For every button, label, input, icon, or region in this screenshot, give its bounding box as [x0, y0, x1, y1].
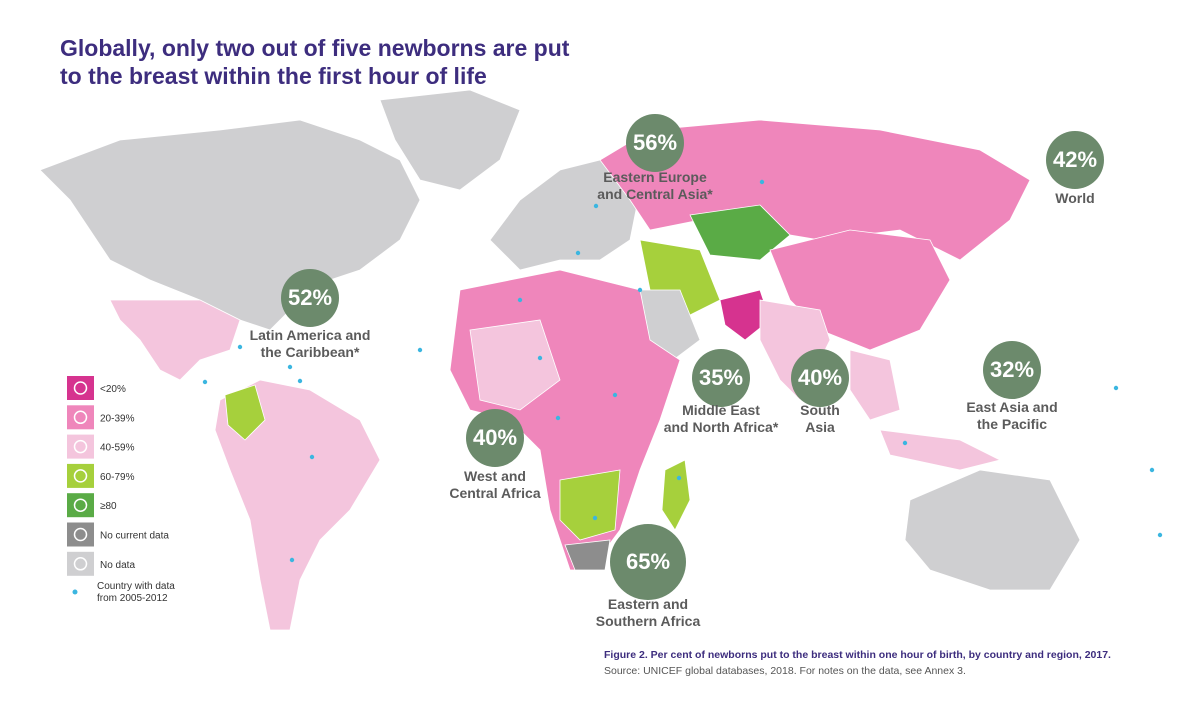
legend-swatch	[67, 405, 94, 430]
region-name: South	[800, 402, 840, 418]
source: Source: UNICEF global databases, 2018. F…	[604, 665, 966, 677]
legend-label: from 2005-2012	[97, 593, 168, 604]
region-percent: 32%	[990, 357, 1034, 382]
legend-swatch	[67, 522, 94, 547]
region-name: the Pacific	[977, 416, 1047, 432]
region-name: Middle East	[682, 402, 760, 418]
legend-label: 20-39%	[100, 413, 135, 424]
data-dot	[676, 475, 682, 481]
legend-label: <20%	[100, 384, 126, 395]
region-name: the Caribbean*	[261, 344, 360, 360]
data-dot	[759, 179, 765, 185]
region-bubble	[466, 409, 524, 467]
data-dot	[537, 355, 543, 361]
data-dot	[1113, 385, 1119, 391]
region-name: Eastern Europe	[603, 169, 707, 185]
region-name: Eastern and	[608, 596, 688, 612]
title-line: to the breast within the first hour of l…	[60, 63, 487, 89]
region-percent: 56%	[633, 130, 677, 155]
region-name: West and	[464, 468, 526, 484]
region-bubble	[626, 114, 684, 172]
legend-label: No data	[100, 560, 135, 571]
data-dot	[417, 347, 423, 353]
legend-swatch	[67, 463, 94, 488]
region-bubble	[983, 341, 1041, 399]
data-dot	[555, 415, 561, 421]
caption: Figure 2. Per cent of newborns put to th…	[604, 649, 1111, 661]
data-dot	[287, 364, 293, 370]
legend-icon	[73, 410, 88, 425]
data-dot	[575, 250, 581, 256]
data-dot	[202, 379, 208, 385]
data-dot	[1157, 532, 1163, 538]
region-name: Southern Africa	[596, 613, 701, 629]
region-bubble	[791, 349, 849, 407]
legend-label: 40-59%	[100, 443, 135, 454]
data-dot	[237, 344, 243, 350]
region-name: Latin America and	[250, 327, 371, 343]
legend-icon	[73, 527, 88, 542]
data-dot	[1149, 467, 1155, 473]
region-bubble	[1046, 131, 1104, 189]
region-bubble	[692, 349, 750, 407]
region-percent: 35%	[699, 365, 743, 390]
legend-swatch	[67, 376, 94, 400]
data-dot	[592, 515, 598, 521]
region-name: and North Africa*	[664, 419, 779, 435]
legend-label: 60-79%	[100, 472, 135, 483]
region-name: Central Africa	[449, 485, 541, 501]
legend-swatch	[67, 434, 94, 459]
region-bubble	[281, 269, 339, 327]
legend-label: ≥80	[100, 501, 117, 512]
region-percent: 40%	[473, 425, 517, 450]
legend-dot	[72, 589, 78, 595]
world-map	[39, 89, 1081, 631]
legend-icon	[73, 439, 88, 454]
region-percent: 52%	[288, 285, 332, 310]
data-dot	[297, 378, 303, 384]
legend-swatch	[67, 551, 94, 576]
data-dot	[612, 392, 618, 398]
legend-label: Country with data	[97, 581, 175, 592]
region-bubble	[610, 524, 686, 600]
region-name: and Central Asia*	[597, 186, 713, 202]
legend-icon	[73, 381, 88, 395]
data-dot	[517, 297, 523, 303]
legend-icon	[73, 498, 88, 512]
legend-label: No current data	[100, 531, 169, 542]
region-name: Asia	[805, 419, 835, 435]
legend-swatch	[67, 493, 94, 518]
region-percent: 42%	[1053, 147, 1097, 172]
data-dot	[289, 557, 295, 563]
legend-icon	[73, 469, 88, 483]
data-dot	[637, 287, 643, 293]
data-dot	[593, 203, 599, 209]
region-percent: 40%	[798, 365, 842, 390]
title-line: Globally, only two out of five newborns …	[60, 35, 570, 61]
data-dot	[902, 440, 908, 446]
data-dot	[309, 454, 315, 460]
legend-icon	[73, 557, 88, 571]
region-name: East Asia and	[966, 399, 1057, 415]
region-percent: 65%	[626, 549, 670, 574]
region-name: World	[1055, 190, 1094, 206]
